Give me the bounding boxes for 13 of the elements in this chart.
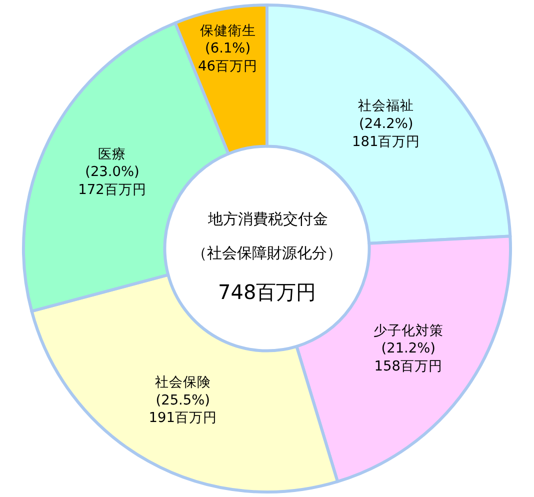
slice-label: 保健衛生 bbox=[200, 22, 256, 39]
text: 748百万円 bbox=[218, 280, 316, 304]
slice-label: 医療 bbox=[98, 146, 126, 162]
slice-label: 社会保険 bbox=[154, 374, 211, 390]
data-label: (21.2%) 158百万円 bbox=[374, 340, 442, 375]
data-label: (24.2%) 181百万円 bbox=[352, 116, 420, 150]
text: （社会保障財源化分） bbox=[192, 244, 342, 262]
slice-label: 社会福祉 bbox=[358, 98, 414, 114]
data-label: (25.5%) 191百万円 bbox=[148, 392, 217, 426]
data-label: (6.1%) 46百万円 bbox=[198, 40, 258, 75]
data-label: (23.0%) 172百万円 bbox=[78, 164, 146, 198]
slice-label: 少子化対策 bbox=[373, 322, 444, 339]
text: 地方消費税交付金 bbox=[207, 210, 328, 228]
